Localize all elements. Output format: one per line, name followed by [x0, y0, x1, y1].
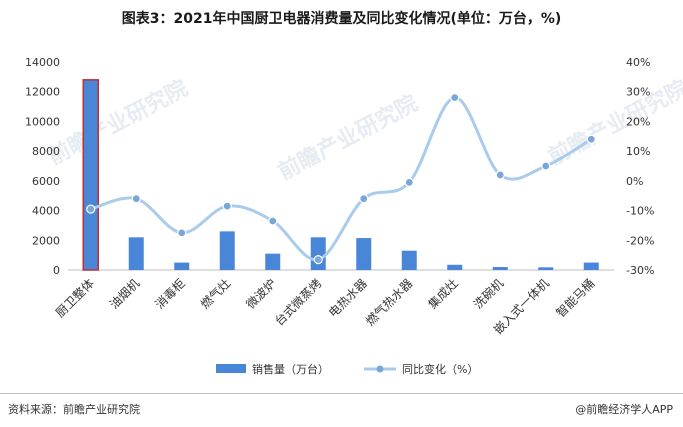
y-left-tick-label: 2000: [32, 234, 60, 247]
bar: [356, 238, 372, 270]
category-label: 燃气热水器: [362, 276, 415, 329]
chart-title: 图表3：2021年中国厨卫电器消费量及同比变化情况(单位：万台，%): [121, 11, 562, 27]
category-label: 微波炉: [244, 276, 279, 311]
yoy-point: [268, 216, 278, 226]
source-note: 资料来源：前瞻产业研究院: [8, 403, 140, 416]
yoy-point: [495, 170, 505, 180]
bar: [401, 250, 417, 270]
yoy-point: [131, 194, 141, 204]
legend-swatch-bar: [216, 364, 246, 373]
bar: [492, 267, 508, 270]
legend-marker-line: [376, 365, 384, 373]
y-left-tick-label: 4000: [32, 205, 60, 218]
y-right-tick-label: -20%: [626, 234, 654, 247]
y-left-tick-label: 0: [53, 264, 60, 277]
y-left-tick-label: 14000: [25, 56, 60, 69]
bar: [447, 264, 463, 270]
y-left-tick-label: 10000: [25, 115, 60, 128]
bar: [310, 237, 326, 270]
category-label: 油烟机: [107, 276, 142, 311]
category-label: 电热水器: [326, 276, 370, 320]
bar: [265, 253, 281, 270]
yoy-point: [541, 161, 551, 171]
yoy-point: [313, 255, 323, 265]
brand-credit: @前瞻经济学人APP: [575, 401, 673, 417]
y-right-tick-label: 40%: [626, 56, 650, 69]
yoy-point: [586, 134, 596, 144]
category-label: 台式微蒸烤: [271, 276, 324, 329]
bar-highlighted: [82, 79, 99, 271]
category-label: 消毒柜: [153, 276, 188, 311]
yoy-point: [404, 177, 414, 187]
brand-text: @前瞻经济学人APP: [575, 403, 673, 416]
category-label: 集成灶: [425, 276, 461, 312]
category-label: 洗碗机: [470, 276, 506, 312]
category-label: 燃气灶: [197, 276, 233, 312]
footer-divider: [0, 393, 683, 394]
y-right-tick-label: -30%: [626, 264, 654, 277]
bar: [538, 267, 554, 270]
y-right-tick-label: 10%: [626, 145, 650, 158]
bar: [583, 262, 599, 270]
legend-label-bar: 销售量（万台）: [252, 362, 329, 376]
yoy-line: [90, 96, 593, 262]
y-right-tick-label: 0%: [626, 175, 643, 188]
yoy-point: [86, 204, 96, 214]
y-right-tick-label: 30%: [626, 86, 650, 99]
bar: [174, 262, 190, 270]
yoy-point: [177, 228, 187, 238]
y-left-tick-label: 8000: [32, 145, 60, 158]
yoy-point: [222, 201, 232, 211]
yoy-point: [359, 194, 369, 204]
category-label: 智能马桶: [553, 276, 598, 321]
y-left-tick-label: 6000: [32, 175, 60, 188]
category-label: 厨卫整体: [52, 276, 97, 321]
y-right-tick-label: 20%: [626, 115, 650, 128]
y-right-tick-label: -10%: [626, 205, 654, 218]
yoy-point: [450, 93, 460, 103]
legend-label-line: 同比变化（%）: [402, 362, 478, 376]
bar: [128, 237, 144, 270]
y-left-tick-label: 12000: [25, 86, 60, 99]
bar: [219, 231, 235, 270]
